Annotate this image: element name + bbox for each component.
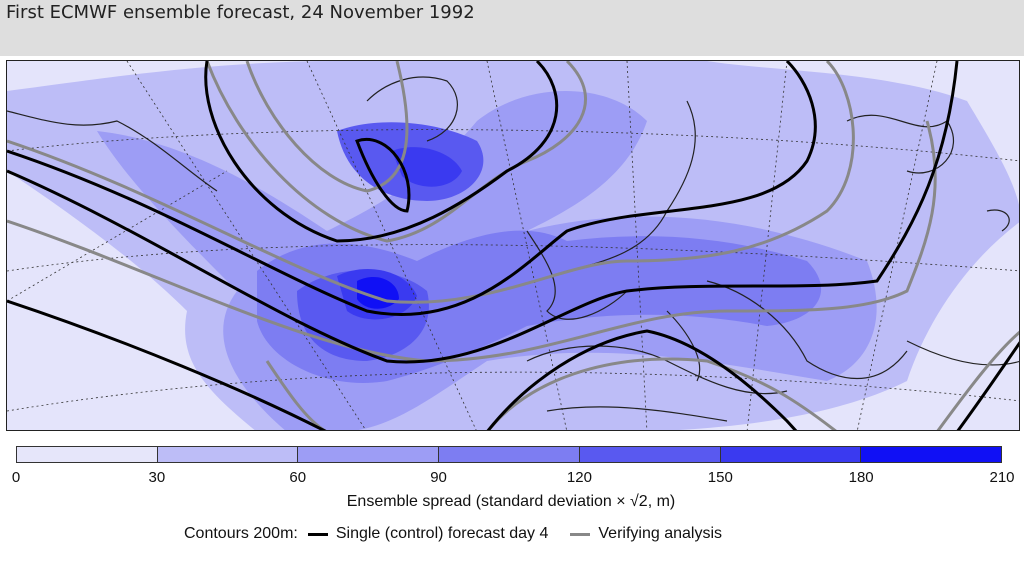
colorbar-tick-label: 90 <box>430 469 447 486</box>
legend-analysis-label: Verifying analysis <box>598 525 723 542</box>
colorbar-tick-label: 150 <box>707 469 733 486</box>
colorbar-segment <box>156 447 298 462</box>
colorbar-segment <box>719 447 861 462</box>
control-contours <box>7 61 1019 430</box>
colorbar-tick-label: 180 <box>848 469 874 486</box>
spread-colorbar <box>16 446 1002 463</box>
contour-legend: Contours 200m: Single (control) forecast… <box>184 525 722 543</box>
page-title: First ECMWF ensemble forecast, 24 Novemb… <box>6 2 475 23</box>
colorbar-tick-label: 0 <box>11 469 21 486</box>
forecast-map <box>6 60 1020 431</box>
analysis-contours <box>7 61 1019 430</box>
colorbar-tick-label: 60 <box>289 469 307 486</box>
analysis-line-swatch <box>570 532 591 536</box>
colorbar-tick-label: 210 <box>989 469 1015 486</box>
legend-control-label: Single (control) forecast day 4 <box>335 525 549 542</box>
control-line-swatch <box>307 532 328 536</box>
spread-band-150-north <box>392 147 462 187</box>
colorbar-segment <box>860 447 1002 462</box>
colorbar-tick-label: 30 <box>148 469 166 486</box>
colorbar-segment <box>17 447 157 462</box>
colorbar-label: Ensemble spread (standard deviation × √2… <box>346 493 676 510</box>
colorbar-segment <box>578 447 720 462</box>
colorbar-segment <box>438 447 579 462</box>
colorbar-segment <box>297 447 439 462</box>
colorbar-tick-label: 120 <box>566 469 592 486</box>
legend-prefix: Contours 200m: <box>184 525 298 542</box>
